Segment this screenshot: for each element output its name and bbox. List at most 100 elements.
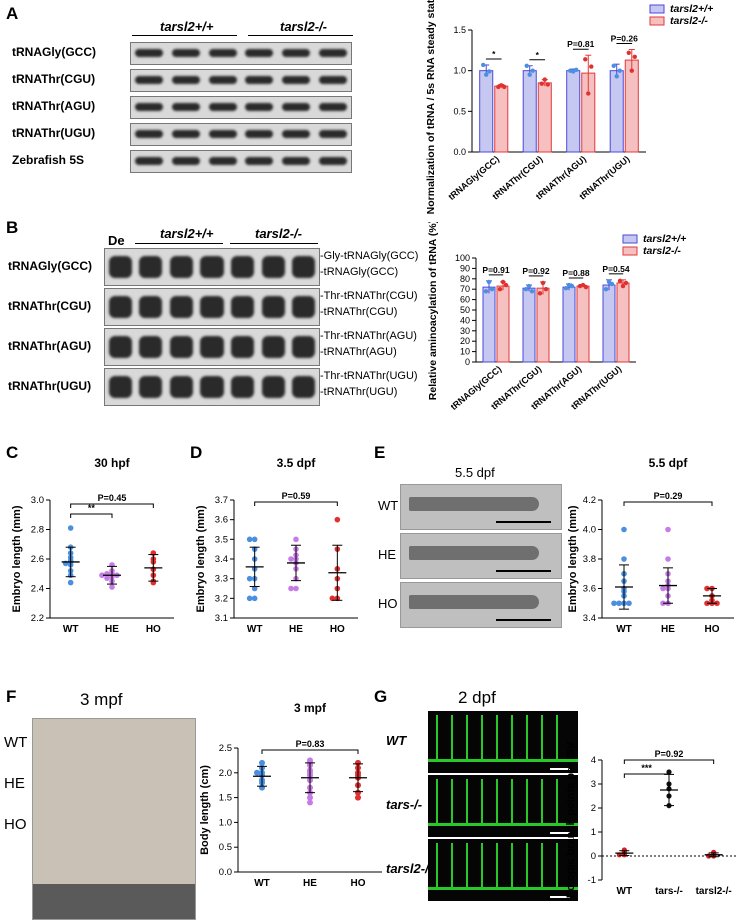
blot-band (245, 157, 274, 166)
blot-strip (104, 368, 320, 406)
vessel (481, 843, 483, 887)
blot-band (292, 256, 316, 278)
blot-band (208, 130, 237, 139)
y-tick-label: 1.0 (453, 66, 466, 76)
x-tick-label: WT (616, 624, 632, 635)
vessel (556, 843, 558, 887)
data-point (246, 575, 253, 582)
blot-strip (130, 96, 352, 119)
scale-bar (550, 768, 570, 770)
chart-a: 0.0 0.5 1.0 1.5 Normalization of tRNA / 5s R… (425, 0, 713, 214)
x-tick-label: HE (105, 624, 119, 635)
blot-strip (130, 150, 352, 173)
blot-band (261, 256, 285, 278)
larva-photo (400, 582, 562, 628)
blot-band (292, 296, 316, 318)
vessel (451, 779, 453, 823)
scale-bar (496, 619, 551, 621)
y-tick-label: 4.0 (583, 525, 596, 536)
blot-band (135, 49, 164, 58)
data-point (620, 283, 626, 289)
larva-image (409, 546, 539, 560)
blot-band (172, 130, 200, 139)
significance-bracket (261, 749, 359, 754)
y-tick-label: 0.5 (453, 106, 466, 116)
scale-bar (550, 832, 570, 834)
bar (576, 285, 590, 363)
chart-title: 3 mpf (294, 701, 327, 715)
vasculature-image (428, 839, 578, 901)
data-point (614, 74, 619, 79)
bar (496, 285, 510, 363)
y-tick-label: 4 (591, 755, 596, 766)
data-point (527, 72, 532, 77)
data-point (524, 63, 529, 68)
data-point (563, 285, 569, 291)
data-point (586, 91, 591, 96)
y-axis-label: Ectopic branch points per ISV (565, 741, 577, 898)
larva-photo (400, 484, 562, 530)
y-tick-label: 1.5 (453, 25, 466, 35)
y-tick-label: 3.4 (215, 554, 228, 565)
data-point (334, 516, 341, 523)
y-tick-label: 4.2 (583, 495, 596, 506)
legend-label: tarsl2-/- (670, 15, 708, 27)
vessel (466, 715, 468, 759)
vessel (436, 715, 438, 759)
blot-band (139, 296, 163, 318)
data-point (104, 575, 110, 581)
y-tick-label: 10 (460, 347, 470, 357)
data-point (484, 72, 489, 77)
chart-title: 30 hpf (94, 456, 130, 470)
data-point (307, 799, 313, 806)
blot-band (139, 376, 163, 398)
photo-row-label: WT (378, 498, 399, 513)
ruler (33, 884, 195, 919)
y-axis-label: Embryo length (mm) (11, 505, 23, 612)
vessel (451, 715, 453, 759)
data-point (603, 287, 609, 292)
blot-band (230, 296, 255, 318)
y-tick-label: 0 (591, 851, 596, 862)
chart-f: 3 mpf 0.0 0.5 1.0 1.5 2.0 2.5 Body length (cm) W… (199, 701, 382, 889)
y-tick-label: 50 (460, 305, 470, 315)
data-point (481, 62, 486, 68)
legend-label: tarsl2+/+ (643, 233, 686, 245)
larva-image (409, 497, 539, 511)
band-label: -tRNAThr(CGU) (320, 306, 398, 318)
significance-label: P=0.81 (567, 39, 594, 49)
data-point (307, 794, 313, 801)
blot-band (172, 76, 200, 85)
photo-row-label: tars-/- (386, 797, 423, 812)
data-point (539, 81, 544, 86)
data-point (589, 64, 594, 69)
chart-d: 3.5 dpf 3.1 3.2 3.3 3.4 3.5 3.6 3.7 Embryo lengt… (195, 456, 358, 635)
data-point (259, 759, 265, 766)
vessel (481, 715, 483, 759)
data-point (523, 287, 529, 292)
x-tick-label: HO (351, 878, 366, 889)
significance-label: ** (88, 503, 96, 513)
panel-label-f: F (6, 687, 17, 706)
data-point (486, 279, 492, 285)
significance-label: P=0.83 (296, 739, 325, 749)
y-tick-label: 60 (460, 295, 470, 305)
blot-row-label: tRNAThr(CGU) (12, 72, 96, 86)
data-point (355, 789, 361, 796)
data-point (632, 54, 637, 60)
dorsal-vessel (428, 887, 578, 890)
data-point (529, 289, 535, 294)
blot-strip (130, 69, 352, 92)
data-point (660, 585, 666, 592)
significance-label: P=0.26 (611, 34, 638, 44)
significance-label: P=0.54 (602, 264, 629, 274)
y-tick-label: 3.4 (583, 613, 596, 624)
y-tick-label: 3.1 (215, 613, 228, 624)
blot-band (318, 130, 347, 139)
band-label: -tRNAThr(UGU) (320, 386, 398, 398)
data-point (500, 279, 506, 285)
y-tick-label: 30 (460, 326, 470, 336)
y-tick-label: 80 (460, 274, 470, 284)
data-point (665, 526, 671, 533)
y-tick-label: 0.0 (453, 147, 466, 157)
